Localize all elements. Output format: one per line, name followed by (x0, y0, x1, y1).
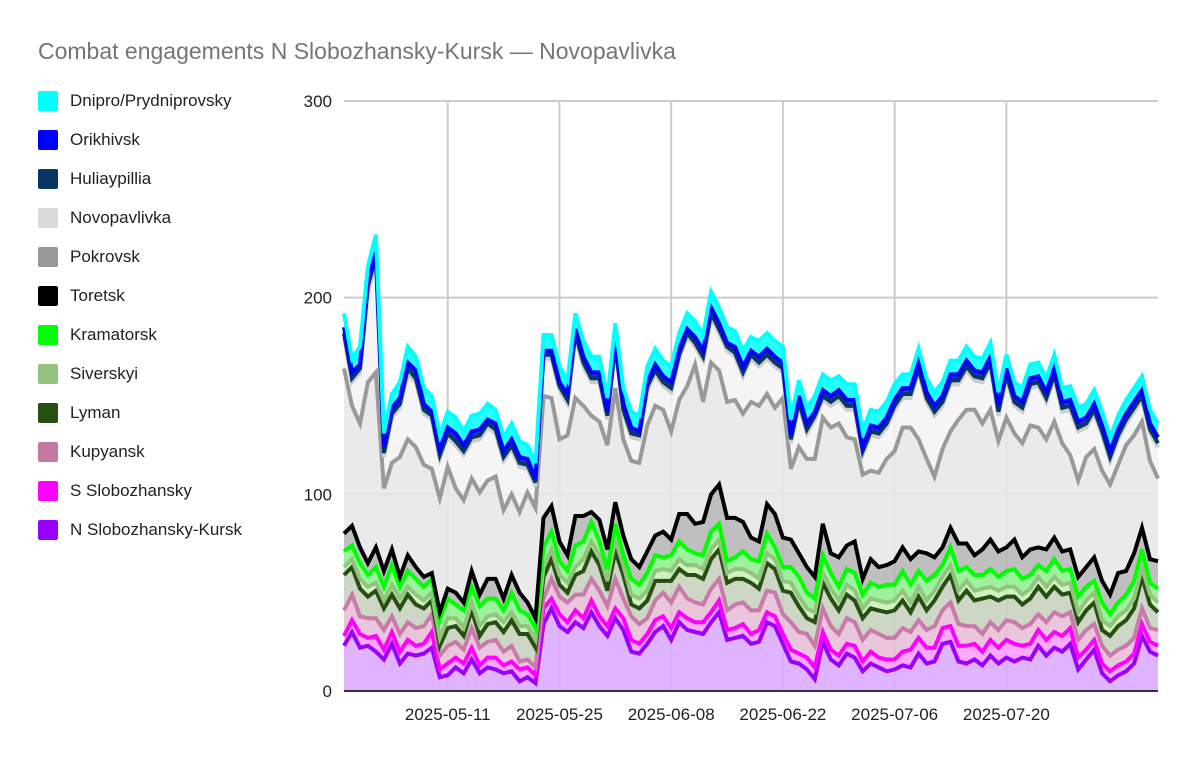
line-pokrovsk (342, 357, 1160, 518)
legend-label: Pokrovsk (70, 247, 140, 266)
legend-label: Siverskyi (70, 364, 139, 383)
legend-swatch (38, 91, 58, 111)
y-tick-label: 100 (304, 485, 332, 504)
legend-label: N Slobozhansky-Kursk (70, 520, 242, 539)
legend-label: Kramatorsk (70, 325, 157, 344)
legend-swatch (38, 481, 58, 501)
area-s-slobozhansky (344, 598, 1158, 684)
legend-swatch (38, 169, 58, 189)
legend-swatch (38, 442, 58, 462)
legend-swatch (38, 364, 58, 384)
legend-swatch (38, 325, 58, 345)
line-lyman (342, 543, 1160, 654)
line-orikhivsk (342, 251, 1160, 480)
legend-swatch (38, 286, 58, 306)
x-tick-label: 2025-07-20 (963, 705, 1050, 724)
area-novopavlivka (344, 262, 1158, 512)
legend-swatch (38, 403, 58, 423)
y-tick-label: 300 (304, 92, 332, 111)
legend-label: Kupyansk (70, 442, 145, 461)
legend-swatch (38, 130, 58, 150)
legend-swatch (38, 520, 58, 540)
legend-label: Huliaypillia (70, 169, 152, 188)
line-kupyansk (342, 572, 1159, 672)
y-tick-label: 0 (323, 682, 332, 701)
chart-title: Combat engagements N Slobozhansky-Kursk … (38, 38, 676, 64)
series-lines (342, 234, 1160, 687)
x-tick-label: 2025-07-06 (851, 705, 938, 724)
legend-label: Toretsk (70, 286, 125, 305)
line-dnipro-prydniprovsky (342, 234, 1160, 464)
x-tick-label: 2025-06-08 (628, 705, 715, 724)
line-s-slobozhansky (342, 594, 1159, 680)
line-n-slobozhansky-kursk (342, 603, 1159, 687)
area-kramatorsk (344, 521, 1158, 640)
legend-label: Dnipro/Prydniprovsky (70, 91, 232, 110)
x-tick-label: 2025-05-11 (405, 705, 491, 724)
legend-label: Orikhivsk (70, 130, 140, 149)
y-tick-label: 200 (304, 289, 332, 308)
area-n-slobozhansky-kursk (344, 608, 1158, 691)
legend-swatch (38, 247, 58, 267)
line-kramatorsk (342, 516, 1160, 635)
line-toretsk (342, 480, 1159, 626)
x-tick-label: 2025-06-22 (739, 705, 826, 724)
legend-label: Lyman (70, 403, 121, 422)
area-toretsk (344, 484, 1158, 629)
legend-label: S Slobozhansky (70, 481, 192, 500)
legend-label: Novopavlivka (70, 208, 172, 227)
legend-swatch (38, 208, 58, 228)
x-tick-label: 2025-05-25 (516, 705, 603, 724)
line-siverskyi (342, 535, 1160, 647)
